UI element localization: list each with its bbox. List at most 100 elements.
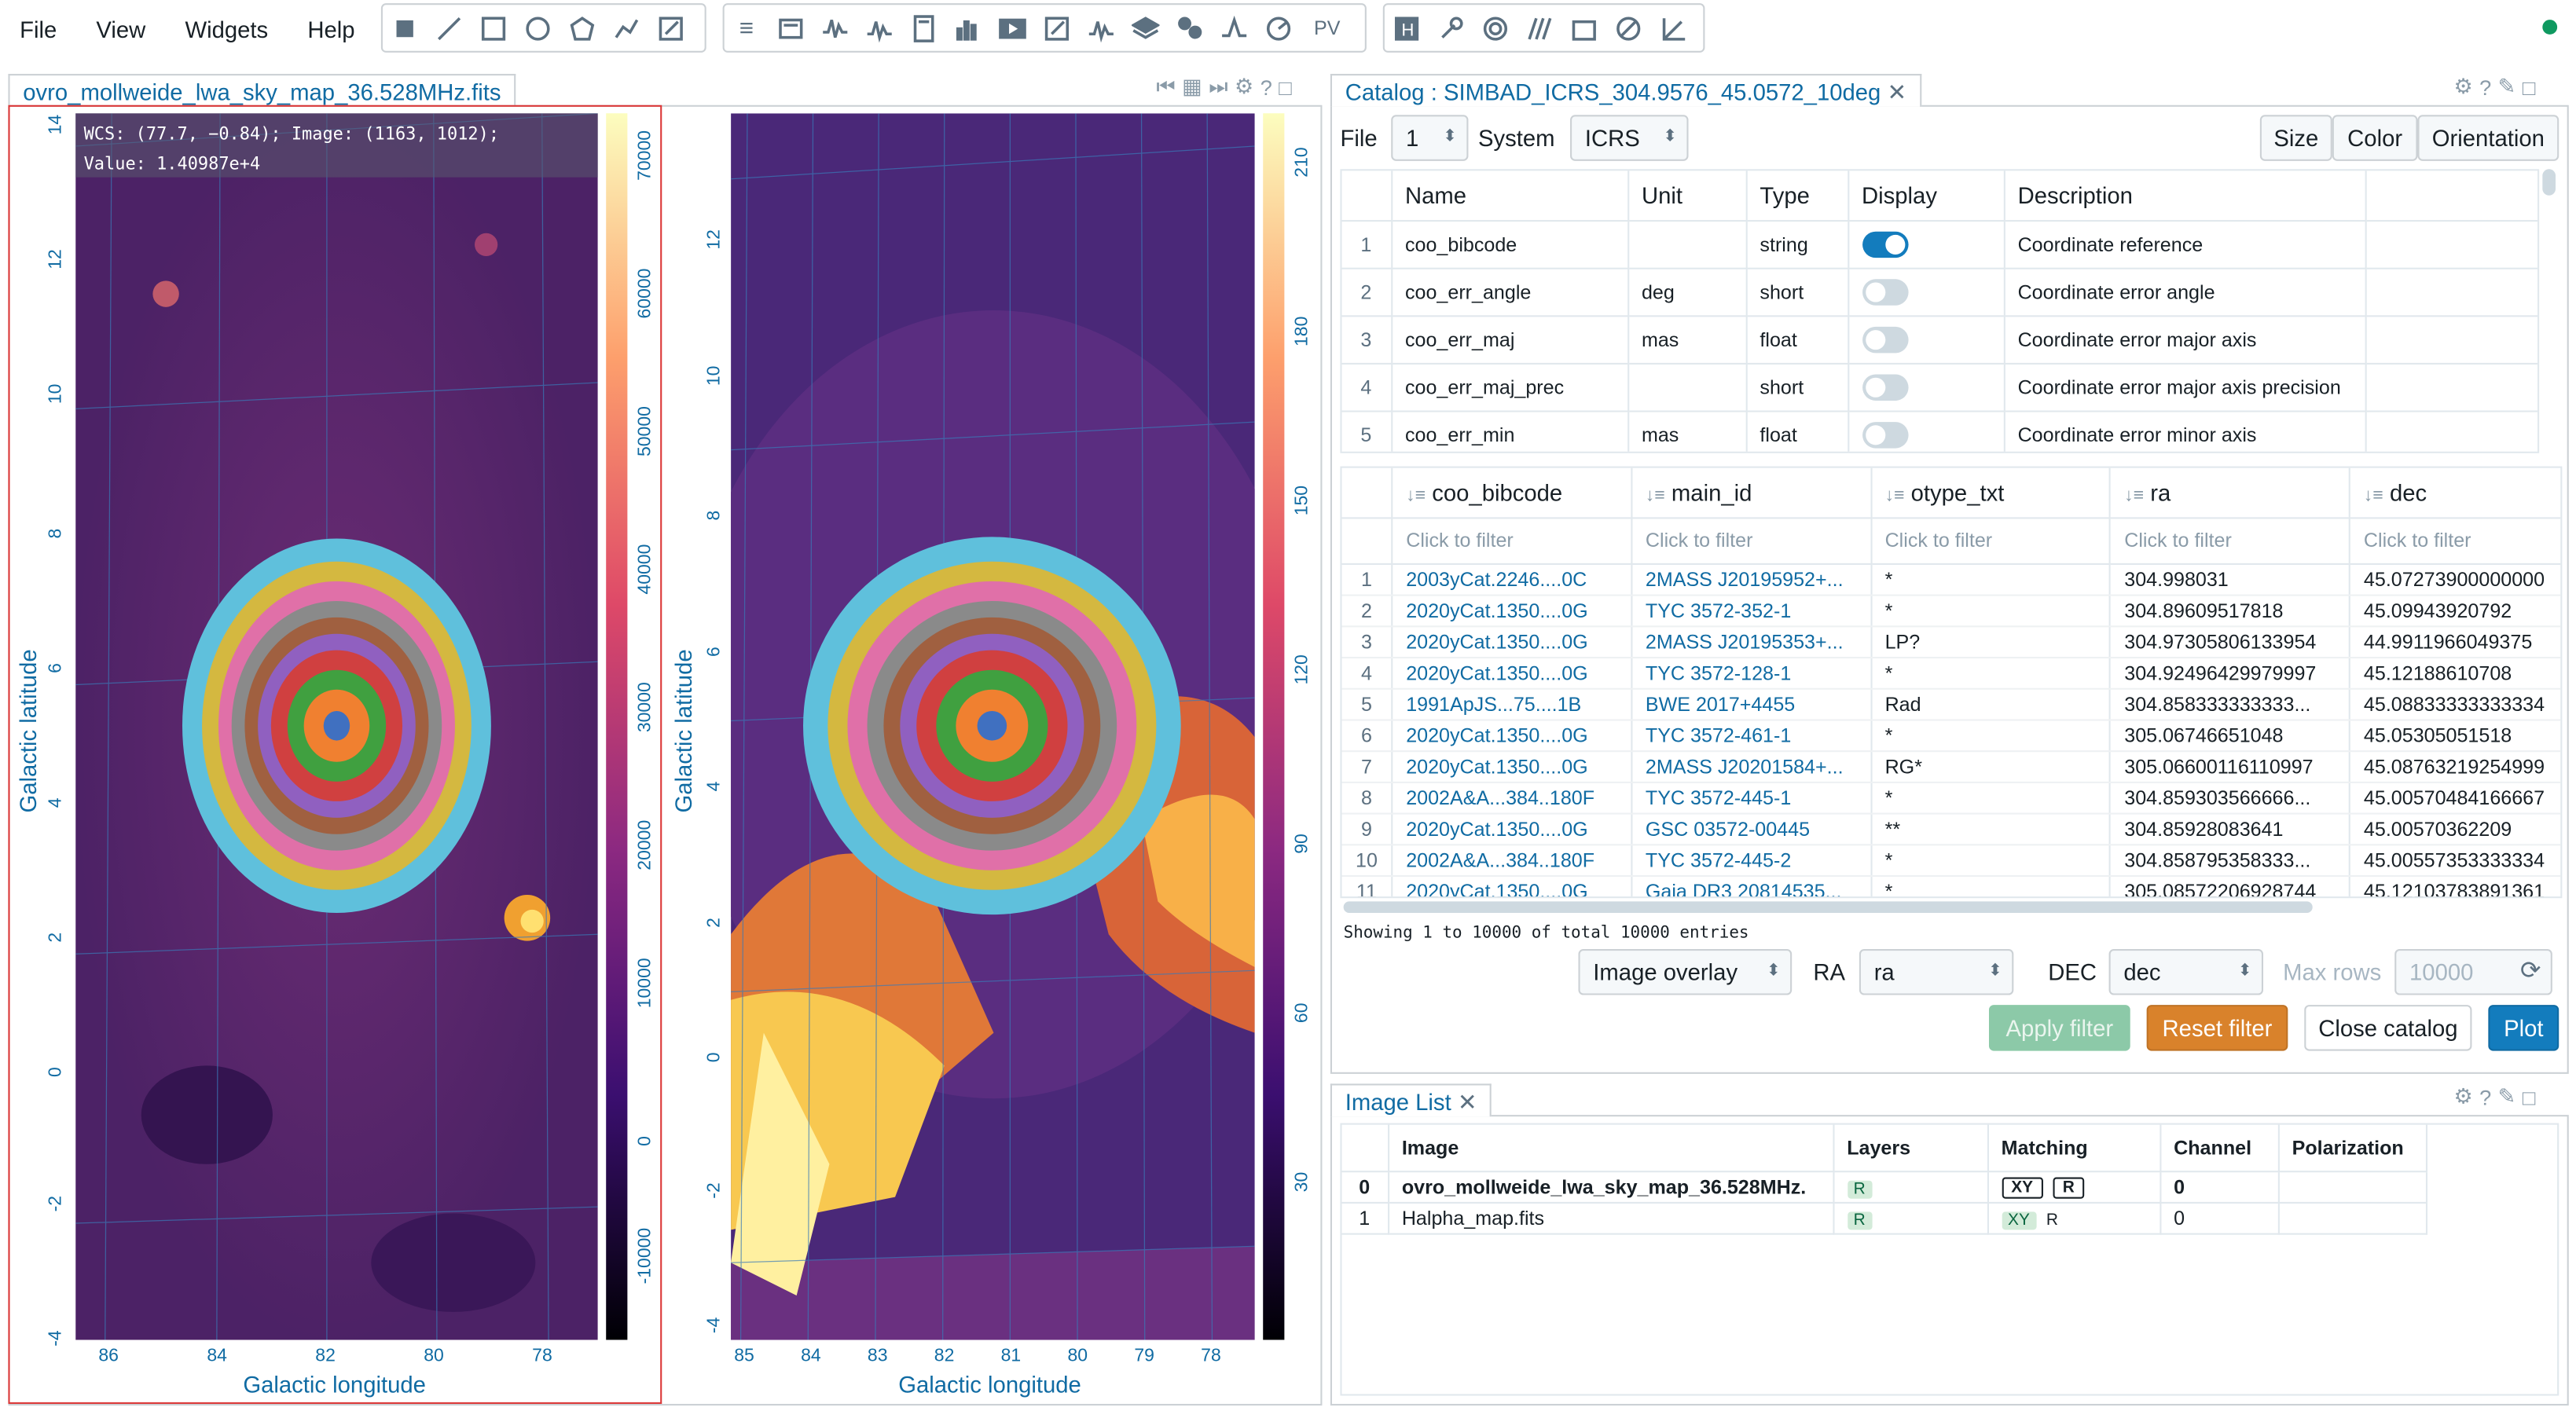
wrench-icon[interactable] [1429,5,1473,51]
table-row[interactable]: 1 2003yCat.2246....0C 2MASS J20195952+... *… [1341,563,2561,596]
contour-icon[interactable] [1473,5,1517,51]
filter-input-coo-bibcode[interactable]: Click to filter [1392,517,1633,564]
coo-bibcode-cell[interactable]: 1991ApJS...75....1B [1392,687,1633,720]
otype-txt-header[interactable]: ↓≡ otype_txt [1870,467,2112,519]
overlay-icon[interactable] [1517,5,1561,51]
table-row[interactable]: 2 2020yCat.1350....0G TYC 3572-352-1 * 304.8… [1341,594,2561,627]
vector-icon[interactable] [1257,5,1301,51]
help-icon[interactable]: ? [1260,75,1272,100]
menu-help[interactable]: Help [307,16,355,43]
layers-icon[interactable] [1124,5,1168,51]
help-icon[interactable]: ? [2479,75,2492,100]
display-toggle[interactable] [1862,373,1908,400]
pv-button[interactable]: PV [1313,16,1341,40]
plot-button[interactable]: Plot [2488,1005,2559,1051]
match-xy-tag[interactable]: XY [2001,1211,2037,1230]
table-row[interactable]: 10 2002A&A...384..180F TYC 3572-445-2 * 304.… [1341,844,2561,877]
filter-input-main-id[interactable]: Click to filter [1631,517,1872,564]
table-row[interactable]: 4 2020yCat.1350....0G TYC 3572-128-1 * 304.9… [1341,656,2561,689]
first-frame-icon[interactable]: ⏮ [1156,74,1176,99]
layer-tag[interactable]: R [1847,1211,1873,1230]
filter-input-ra[interactable]: Click to filter [2110,517,2351,564]
table-row[interactable]: 11 2020yCat.1350....0G Gaia DR3 20814535..… [1341,874,2561,897]
table-row[interactable]: 9 2020yCat.1350....0G GSC 03572-00445 ** 304… [1341,812,2561,845]
help-icon[interactable]: ? [2479,1084,2492,1109]
close-catalog-button[interactable]: Close catalog [2304,1005,2472,1051]
histogram-icon[interactable] [946,5,990,51]
gear-icon[interactable]: ⚙ [2453,1083,2473,1109]
main-id-cell[interactable]: TYC 3572-461-1 [1631,719,1872,752]
fitting-icon[interactable] [1212,5,1256,51]
main-id-cell[interactable]: GSC 03572-00445 [1631,812,1872,845]
ellipse-icon[interactable] [516,5,560,51]
filter-input-otype-txt[interactable]: Click to filter [1870,517,2112,564]
h-icon[interactable]: H [1385,5,1429,51]
ra-select[interactable]: ra ⬍ [1859,949,2014,995]
filter-input-dec[interactable]: Click to filter [2350,517,2561,564]
menu-widgets[interactable]: Widgets [185,16,269,43]
coo-bibcode-cell[interactable]: 2003yCat.2246....0C [1392,563,1633,596]
last-frame-icon[interactable]: ⏭ [1209,74,1228,99]
distance-icon[interactable] [1606,5,1650,51]
reset-filter-button[interactable]: Reset filter [2146,1005,2288,1051]
main-id-cell[interactable]: BWE 2017+4455 [1631,687,1872,720]
main-id-cell[interactable]: TYC 3572-352-1 [1631,594,1872,627]
xy-icon[interactable] [1562,5,1606,51]
overlay-select[interactable]: Image overlay ⬍ [1578,949,1793,995]
color-button[interactable]: Color [2332,115,2418,161]
main-id-cell[interactable]: 2MASS J20195353+... [1631,625,1872,658]
coo-bibcode-cell[interactable]: 2020yCat.1350....0G [1392,594,1633,627]
left-image-frame[interactable] [75,113,598,1340]
apply-filter-button[interactable]: Apply filter [1988,1005,2130,1051]
polygon-icon[interactable] [560,5,604,51]
display-toggle[interactable] [1862,230,1908,258]
display-toggle[interactable] [1862,278,1908,305]
main-id-cell[interactable]: TYC 3572-445-1 [1631,781,1872,814]
catalog-icon[interactable] [1168,5,1212,51]
ra-header[interactable]: ↓≡ ra [2110,467,2351,519]
main-id-cell[interactable]: 2MASS J20195952+... [1631,563,1872,596]
polyline-icon[interactable] [604,5,648,51]
layer-tag[interactable]: R [1847,1179,1873,1198]
dec-header[interactable]: ↓≡ dec [2350,467,2561,519]
z-profile-icon[interactable] [857,5,901,51]
edit-icon[interactable] [649,5,693,51]
display-toggle[interactable] [1862,325,1908,353]
coo-bibcode-cell[interactable]: 2020yCat.1350....0G [1392,812,1633,845]
catalog-tab[interactable]: Catalog : SIMBAD_ICRS_304.9576_45.0572_1… [1330,74,1921,107]
table-row[interactable]: 5 1991ApJS...75....1B BWE 2017+4455 Rad 304.… [1341,687,2561,720]
coo-bibcode-cell[interactable]: 2020yCat.1350....0G [1392,625,1633,658]
line-icon[interactable] [427,5,471,51]
main-id-cell[interactable]: TYC 3572-445-2 [1631,844,1872,877]
pin-icon[interactable]: ✎ [2497,1083,2516,1109]
image-list-tab[interactable]: Image List ✕ [1330,1083,1492,1117]
menu-file[interactable]: File [20,16,57,43]
column-table-scrollbar[interactable] [2542,169,2556,196]
grid-layout-icon[interactable]: ▦ [1182,74,1202,99]
match-xy-tag[interactable]: XY [2001,1177,2043,1199]
coo-bibcode-cell[interactable]: 2002A&A...384..180F [1392,844,1633,877]
coo-bibcode-header[interactable]: ↓≡ coo_bibcode [1392,467,1633,519]
info-icon[interactable] [769,5,813,51]
header-icon[interactable]: ≡ [739,13,754,42]
xy-profile-icon[interactable] [813,5,857,51]
size-button[interactable]: Size [2259,115,2332,161]
menu-view[interactable]: View [96,16,146,43]
maximize-icon[interactable]: □ [1279,75,1292,100]
dec-select[interactable]: dec ⬍ [2108,949,2264,995]
table-row[interactable]: 6 2020yCat.1350....0G TYC 3572-461-1 * 305.0… [1341,719,2561,752]
max-rows-input[interactable]: 10000 ⟳ [2394,949,2552,995]
gear-icon[interactable]: ⚙ [1235,74,1254,99]
orientation-button[interactable]: Orientation [2417,115,2559,161]
coo-bibcode-cell[interactable]: 2020yCat.1350....0G [1392,750,1633,782]
rectangle-icon[interactable] [472,5,516,51]
rendering-icon[interactable] [1035,5,1079,51]
coo-bibcode-cell[interactable]: 2002A&A...384..180F [1392,781,1633,814]
coo-bibcode-cell[interactable]: 2020yCat.1350....0G [1392,874,1633,897]
image-list-row[interactable]: 1 Halpha_map.fits R XY R 0 [1341,1201,2427,1234]
table-row[interactable]: 3 2020yCat.1350....0G 2MASS J20195353+... L… [1341,625,2561,658]
file-select[interactable]: 1 ⬍ [1391,115,1469,161]
data-table-hscrollbar[interactable] [1343,901,2313,914]
close-icon[interactable]: ✕ [1887,79,1906,105]
main-id-cell[interactable]: 2MASS J20201584+... [1631,750,1872,782]
